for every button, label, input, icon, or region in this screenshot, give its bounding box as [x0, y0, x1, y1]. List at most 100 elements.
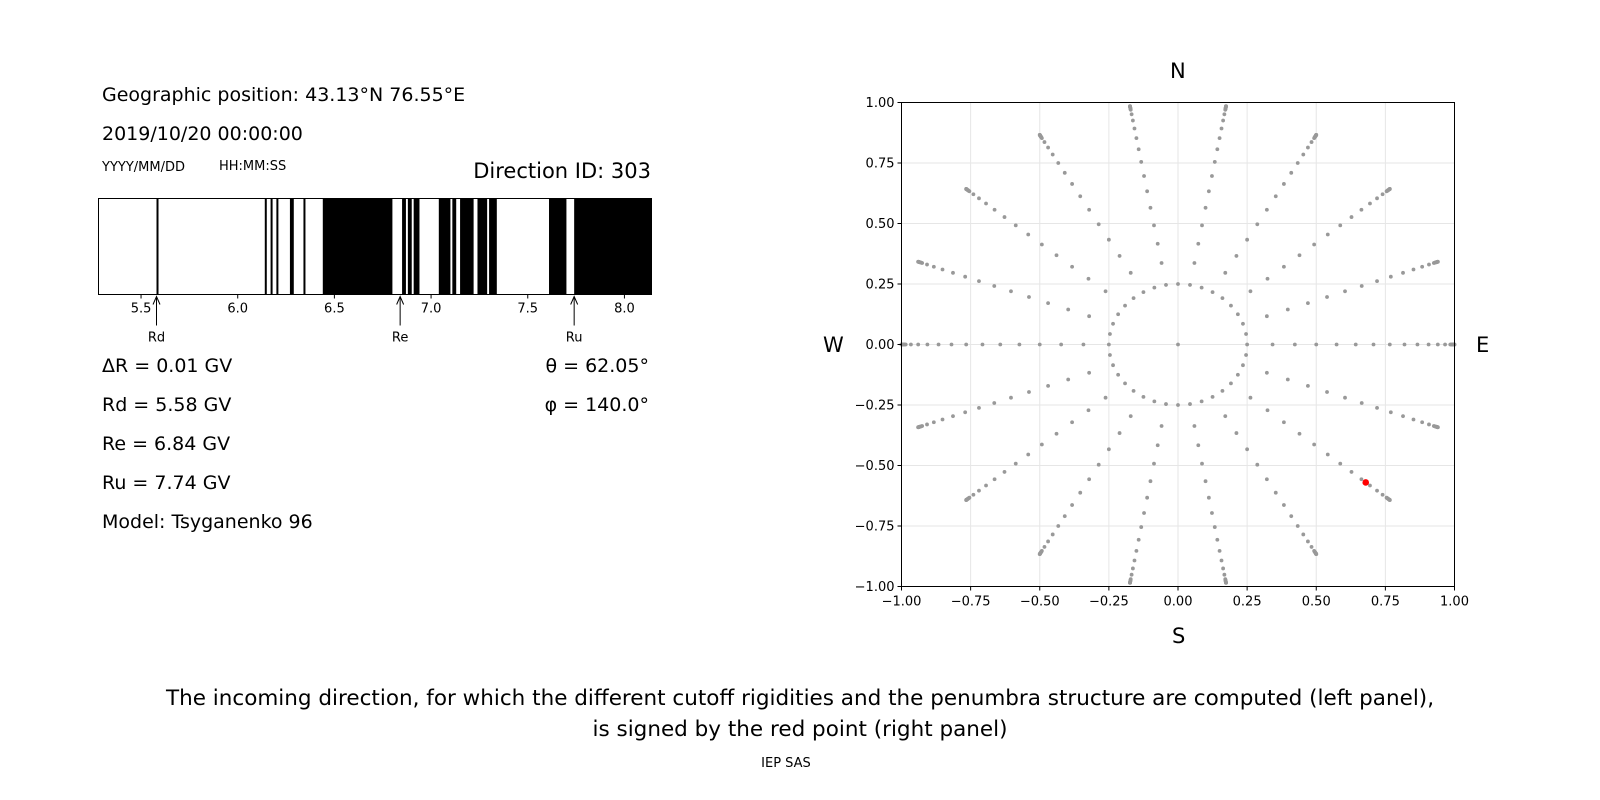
- direction-point: [1123, 303, 1127, 308]
- direction-id: Direction ID: 303: [473, 159, 651, 183]
- direction-point: [1235, 372, 1240, 377]
- direction-point: [992, 284, 997, 288]
- direction-point: [1229, 303, 1233, 308]
- direction-point: [1134, 136, 1139, 141]
- x-tick-label: 0.00: [1164, 595, 1193, 610]
- y-tick-label: −0.75: [855, 520, 895, 535]
- direction-point: [1136, 147, 1141, 152]
- direction-point: [1188, 402, 1192, 406]
- direction-point: [1017, 342, 1022, 347]
- direction-point: [1196, 443, 1201, 448]
- direction-point: [1103, 395, 1108, 400]
- direction-point: [925, 262, 929, 267]
- direction-point: [1206, 495, 1211, 500]
- direction-point: [984, 201, 988, 206]
- direction-point: [1234, 431, 1239, 435]
- direction-point: [1217, 548, 1222, 553]
- marker-label-rd: Rd: [148, 331, 165, 346]
- direction-point: [1248, 289, 1253, 294]
- direction-point: [1282, 264, 1286, 269]
- direction-point: [1212, 525, 1217, 529]
- direction-point: [1349, 470, 1354, 474]
- direction-point: [992, 477, 997, 482]
- direction-point: [1314, 133, 1319, 137]
- direction-point: [1148, 479, 1153, 484]
- direction-point: [940, 417, 945, 422]
- x-tick-label: 1.00: [1440, 595, 1469, 610]
- direction-point: [1192, 261, 1197, 265]
- direction-point: [1224, 580, 1228, 585]
- direction-point: [1145, 189, 1150, 194]
- direction-point: [1062, 514, 1067, 519]
- direction-point: [1059, 342, 1064, 347]
- direction-point: [1380, 192, 1385, 197]
- direction-point: [1411, 267, 1416, 272]
- direction-point: [1131, 388, 1136, 393]
- x-tick-label: −0.50: [1020, 595, 1060, 610]
- direction-point: [1142, 511, 1146, 515]
- scatter-ticks: −1.00 −0.75 −0.50 −0.25 0.00 0.25 0.50 0.75 1.00…: [855, 96, 1469, 610]
- direction-point: [1255, 462, 1260, 467]
- direction-point: [1312, 242, 1317, 247]
- east-label: E: [1476, 333, 1490, 357]
- direction-point: [1116, 312, 1121, 317]
- direction-point: [1368, 201, 1372, 206]
- direction-point: [951, 270, 955, 275]
- direction-point: [1420, 420, 1425, 425]
- direction-point: [1219, 126, 1224, 131]
- direction-point: [925, 422, 929, 427]
- direction-point: [1235, 312, 1240, 317]
- direction-point: [1210, 511, 1214, 515]
- direction-point: [1426, 342, 1431, 347]
- marker-arrowhead-ru: [570, 295, 579, 305]
- direction-point: [1108, 332, 1112, 336]
- direction-point: [1401, 270, 1405, 275]
- caption-line-1: The incoming direction, for which the di…: [165, 686, 1435, 711]
- direction-point: [1106, 342, 1111, 347]
- direction-point: [977, 406, 981, 410]
- delta-r-value: ΔR = 0.01 GV: [102, 355, 233, 377]
- direction-point: [1046, 539, 1050, 544]
- direction-point: [916, 259, 921, 264]
- penumbra-forbidden-band-12: [460, 198, 474, 295]
- direction-point: [1128, 104, 1132, 109]
- direction-point: [1388, 410, 1393, 415]
- direction-point: [1142, 174, 1146, 178]
- direction-point: [1375, 279, 1379, 283]
- direction-point: [1435, 259, 1440, 264]
- marker-label-re: Re: [392, 331, 408, 346]
- direction-point: [1289, 514, 1294, 519]
- direction-point: [1176, 282, 1180, 286]
- direction-point: [1013, 461, 1018, 466]
- direction-point: [1264, 207, 1269, 212]
- direction-point: [1338, 223, 1343, 228]
- direction-point: [1106, 237, 1111, 242]
- direction-point: [1210, 290, 1215, 295]
- direction-point: [1117, 431, 1122, 435]
- direction-point: [1295, 524, 1300, 528]
- penumbra-forbidden-band-11: [452, 198, 457, 295]
- direction-point: [1309, 545, 1314, 549]
- phi-value: φ = 140.0°: [544, 394, 649, 416]
- direction-point: [916, 425, 921, 430]
- direction-point: [998, 342, 1003, 347]
- direction-point: [1234, 254, 1239, 258]
- direction-point: [1270, 342, 1275, 347]
- x-tick-label: −1.00: [882, 595, 922, 610]
- direction-point: [1070, 264, 1074, 269]
- direction-point: [964, 187, 969, 191]
- direction-point: [1282, 182, 1286, 186]
- direction-point: [1273, 194, 1278, 199]
- direction-point: [1241, 321, 1245, 326]
- x-tick-label: 0.50: [1302, 595, 1331, 610]
- direction-point: [1116, 372, 1121, 377]
- marker-label-ru: Ru: [566, 331, 583, 346]
- direction-point: [1136, 537, 1141, 542]
- direction-point: [1244, 332, 1248, 336]
- x-tick-label: −0.25: [1089, 595, 1129, 610]
- direction-point: [1159, 261, 1164, 265]
- direction-point: [1223, 270, 1228, 275]
- direction-point: [1141, 394, 1146, 399]
- direction-point: [1199, 399, 1204, 404]
- direction-point: [1435, 342, 1440, 347]
